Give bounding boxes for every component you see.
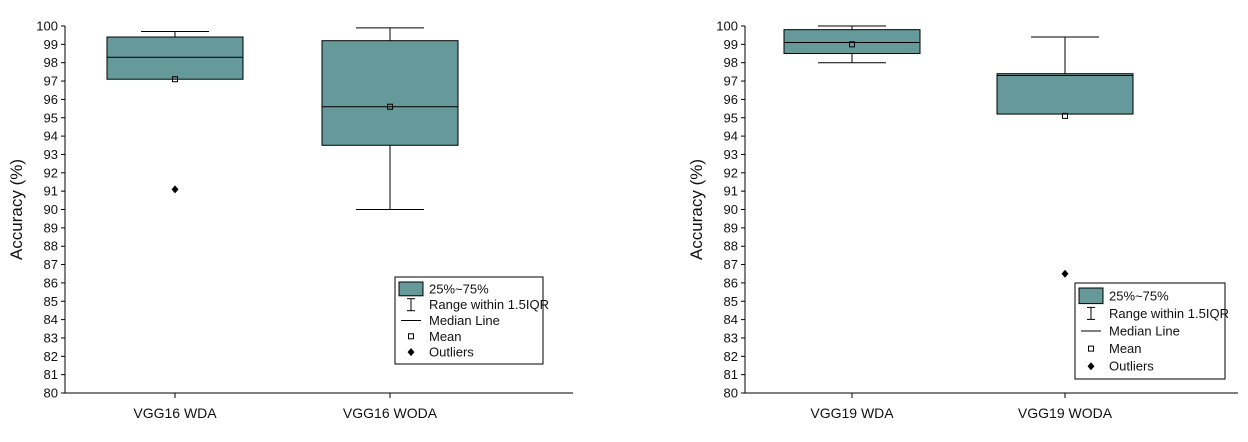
y-tick-label: 94: [44, 129, 58, 144]
mean-marker: [1062, 112, 1068, 119]
y-axis-label: Accuracy (%): [687, 159, 706, 260]
chart-panel-2: 80 81 82 83 84 85 86 87 88 89 90 91 92 93 94 95 96 97 98 99…: [687, 19, 1238, 421]
box-2: VGG16 WODA: [321, 27, 459, 421]
y-tick-label: 87: [44, 257, 58, 272]
x-tick-label: VGG19 WDA: [810, 405, 894, 421]
legend-label-outliers: Outliers: [429, 345, 474, 360]
outlier-point: [1061, 269, 1069, 278]
legend-outlier-swatch: [1087, 362, 1095, 371]
y-tick-label: 95: [44, 110, 58, 125]
y-tick-label: 82: [724, 349, 738, 364]
y-tick-label: 89: [724, 220, 738, 235]
mean-marker: [849, 41, 855, 48]
y-tick-label: 95: [724, 110, 738, 125]
box-2: VGG19 WODA: [996, 36, 1134, 421]
y-tick-label: 97: [44, 74, 58, 89]
y-tick-label: 87: [724, 257, 738, 272]
legend-label-median: Median Line: [429, 313, 500, 328]
y-tick-label: 98: [44, 55, 58, 70]
y-tick-label: 94: [724, 129, 738, 144]
y-tick-label: 91: [44, 184, 58, 199]
mean-marker: [387, 103, 393, 110]
legend-label-box: 25%~75%: [1109, 288, 1169, 303]
outlier-point: [171, 185, 179, 194]
y-tick-label: 85: [724, 294, 738, 309]
legend-mean-swatch: [408, 333, 414, 340]
box-1: VGG19 WDA: [783, 25, 921, 421]
y-tick-label: 99: [724, 37, 738, 52]
legend-label-box: 25%~75%: [429, 281, 489, 296]
y-tick-label: 90: [44, 202, 58, 217]
x-tick-label: VGG16 WDA: [133, 405, 217, 421]
legend-label-median: Median Line: [1109, 324, 1180, 339]
iqr-box: [106, 36, 244, 80]
y-tick-label: 80: [44, 386, 58, 401]
y-tick-label: 88: [724, 239, 738, 254]
iqr-box: [996, 73, 1134, 115]
y-tick-label: 83: [44, 330, 58, 345]
legend-box-swatch: [398, 281, 424, 297]
y-tick-label: 96: [724, 92, 738, 107]
y-tick-label: 81: [44, 367, 58, 382]
y-tick-label: 100: [36, 19, 58, 34]
legend-label-outliers: Outliers: [1109, 359, 1154, 374]
y-tick-label: 86: [724, 275, 738, 290]
legend-box-swatch: [1078, 287, 1104, 305]
y-tick-label: 84: [44, 312, 58, 327]
y-tick-label: 98: [724, 55, 738, 70]
y-tick-label: 90: [724, 202, 738, 217]
y-tick-label: 92: [44, 165, 58, 180]
y-tick-label: 93: [44, 147, 58, 162]
x-tick-label: VGG16 WODA: [343, 405, 438, 421]
legend-label-range: Range within 1.5IQR: [1109, 306, 1229, 321]
y-tick-label: 88: [44, 239, 58, 254]
iqr-box: [321, 40, 459, 146]
mean-marker: [172, 76, 178, 83]
y-tick-label: 100: [716, 19, 738, 34]
y-tick-label: 93: [724, 147, 738, 162]
y-tick-label: 83: [724, 330, 738, 345]
y-tick-label: 89: [44, 220, 58, 235]
y-tick-label: 81: [724, 367, 738, 382]
y-tick-label: 85: [44, 294, 58, 309]
y-tick-label: 80: [724, 386, 738, 401]
legend-outlier-swatch: [407, 348, 415, 357]
box-1: VGG16 WDA: [106, 31, 244, 421]
y-tick-label: 82: [44, 349, 58, 364]
legend-label-mean: Mean: [1109, 341, 1142, 356]
y-axis-label: Accuracy (%): [7, 159, 26, 260]
legend: 25%~75% Range within 1.5IQR Median Line Mea…: [1074, 282, 1229, 380]
y-tick-label: 99: [44, 37, 58, 52]
y-tick-label: 86: [44, 275, 58, 290]
legend-label-range: Range within 1.5IQR: [429, 297, 549, 312]
legend-mean-swatch: [1088, 345, 1094, 352]
x-tick-label: VGG19 WODA: [1018, 405, 1113, 421]
y-tick-label: 97: [724, 74, 738, 89]
y-tick-label: 84: [724, 312, 738, 327]
y-tick-label: 92: [724, 165, 738, 180]
y-tick-label: 96: [44, 92, 58, 107]
y-tick-label: 91: [724, 184, 738, 199]
chart-panel-1: 80 81 82 83 84 85 86 87 88 89 90 91 92 93 94 95 96 97 98 99…: [7, 19, 573, 421]
legend-label-mean: Mean: [429, 329, 462, 344]
